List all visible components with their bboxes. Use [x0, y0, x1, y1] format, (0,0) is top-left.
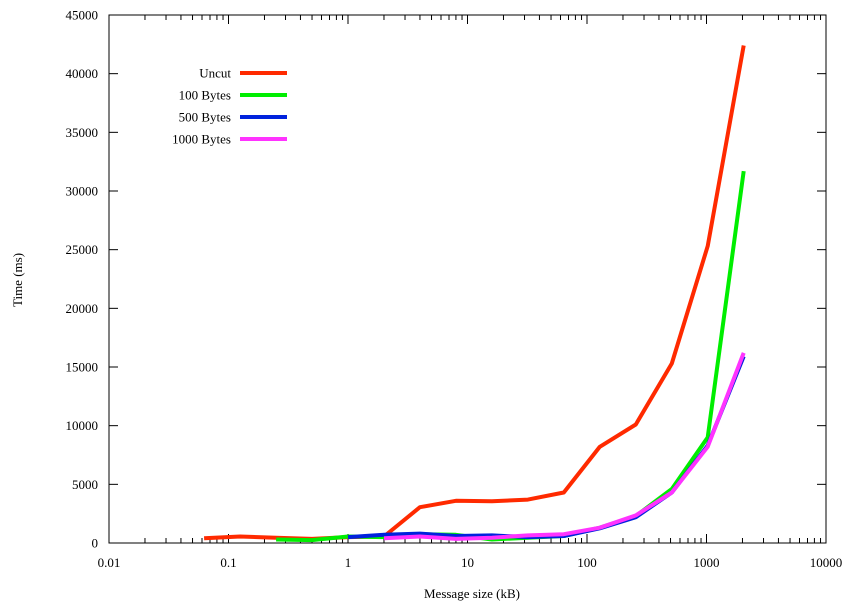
y-tick-label: 35000 — [66, 125, 99, 140]
legend: Uncut 100 Bytes 500 Bytes 1000 Bytes — [172, 66, 287, 147]
y-tick-label: 5000 — [72, 477, 98, 492]
legend-label: 1000 Bytes — [172, 132, 231, 147]
series-line-uncut — [204, 45, 746, 541]
legend-label: Uncut — [199, 66, 231, 81]
x-tick-label: 1 — [345, 555, 352, 570]
y-tick-label: 45000 — [66, 8, 99, 23]
y-tick-label: 25000 — [66, 242, 99, 257]
y-tick-label: 0 — [92, 536, 99, 551]
x-tick-label: 0.01 — [98, 555, 121, 570]
series-lines — [204, 45, 746, 543]
x-tick-label: 0.1 — [220, 555, 236, 570]
x-tick-label: 1000 — [694, 555, 720, 570]
x-axis-ticks: 0.01 0.1 1 10 100 1000 10000 — [98, 15, 843, 570]
x-tick-label: 10 — [461, 555, 474, 570]
series-line-500-bytes — [347, 355, 746, 540]
x-tick-label: 10000 — [810, 555, 843, 570]
y-tick-label: 30000 — [66, 184, 99, 199]
legend-label: 100 Bytes — [179, 88, 231, 103]
y-axis-ticks: 0 5000 10000 15000 20000 25000 30000 35000 40000… — [66, 8, 826, 551]
legend-label: 500 Bytes — [179, 110, 231, 125]
x-tick-label: 100 — [577, 555, 597, 570]
y-tick-label: 15000 — [66, 360, 99, 375]
y-tick-label: 20000 — [66, 301, 99, 316]
y-tick-label: 10000 — [66, 418, 99, 433]
series-line-1000-bytes — [383, 352, 746, 541]
y-axis-title: Time (ms) — [10, 253, 25, 307]
y-tick-label: 40000 — [66, 66, 99, 81]
x-axis-title: Message size (kB) — [424, 586, 520, 601]
